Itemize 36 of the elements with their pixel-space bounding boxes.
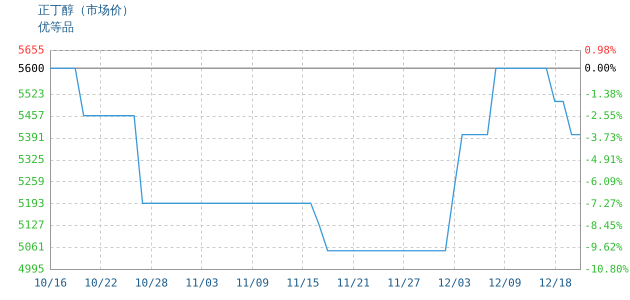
x-tick-label: 10/16 [34, 276, 68, 290]
y-tick-label: 5193 [18, 196, 44, 210]
y-tick-label: 5127 [18, 218, 44, 232]
x-tick-label: 11/15 [286, 276, 320, 290]
chart-subtitle: 优等品 [38, 20, 74, 34]
y2-tick-label: -10.80% [584, 264, 630, 276]
line-series [49, 68, 581, 252]
y2-tick-label: -6.09% [584, 176, 624, 188]
x-tick-label: 12/03 [438, 276, 471, 290]
y-tick-label: 5523 [18, 87, 44, 100]
chart-title: 正丁醇（市场价） [38, 3, 134, 17]
y2-tick-label: 0.00% [584, 62, 617, 75]
x-tick-label: 10/28 [134, 276, 168, 290]
x-tick-label: 12/18 [538, 276, 572, 290]
y-tick-label: 5600 [18, 62, 44, 75]
y2-tick-label: 0.98% [584, 44, 617, 56]
y-tick-label: 5391 [18, 131, 44, 144]
y-tick-label: 4995 [18, 262, 44, 276]
y2-tick-label: -9.62% [584, 242, 624, 254]
x-tick-label: 12/09 [488, 276, 522, 290]
y2-tick-label: -4.91% [584, 154, 624, 166]
x-tick-label: 11/27 [387, 276, 420, 290]
y2-tick-label: -2.55% [584, 110, 624, 122]
x-tick-label: 11/09 [236, 276, 269, 290]
y-tick-label: 5325 [18, 153, 44, 166]
y-tick-label: 5259 [18, 174, 44, 188]
x-tick-label: 10/22 [84, 276, 118, 290]
y2-tick-label: -8.45% [584, 220, 624, 232]
y-tick-label: 5655 [18, 44, 44, 56]
x-tick-label: 11/03 [185, 276, 218, 290]
x-tick-label: 11/21 [336, 276, 370, 290]
y-tick-label: 5457 [18, 109, 44, 122]
y-tick-label: 5061 [18, 240, 44, 254]
y2-tick-label: -1.38% [584, 88, 624, 100]
y2-tick-label: -3.73% [584, 132, 624, 144]
y2-tick-label: -7.27% [584, 198, 624, 210]
